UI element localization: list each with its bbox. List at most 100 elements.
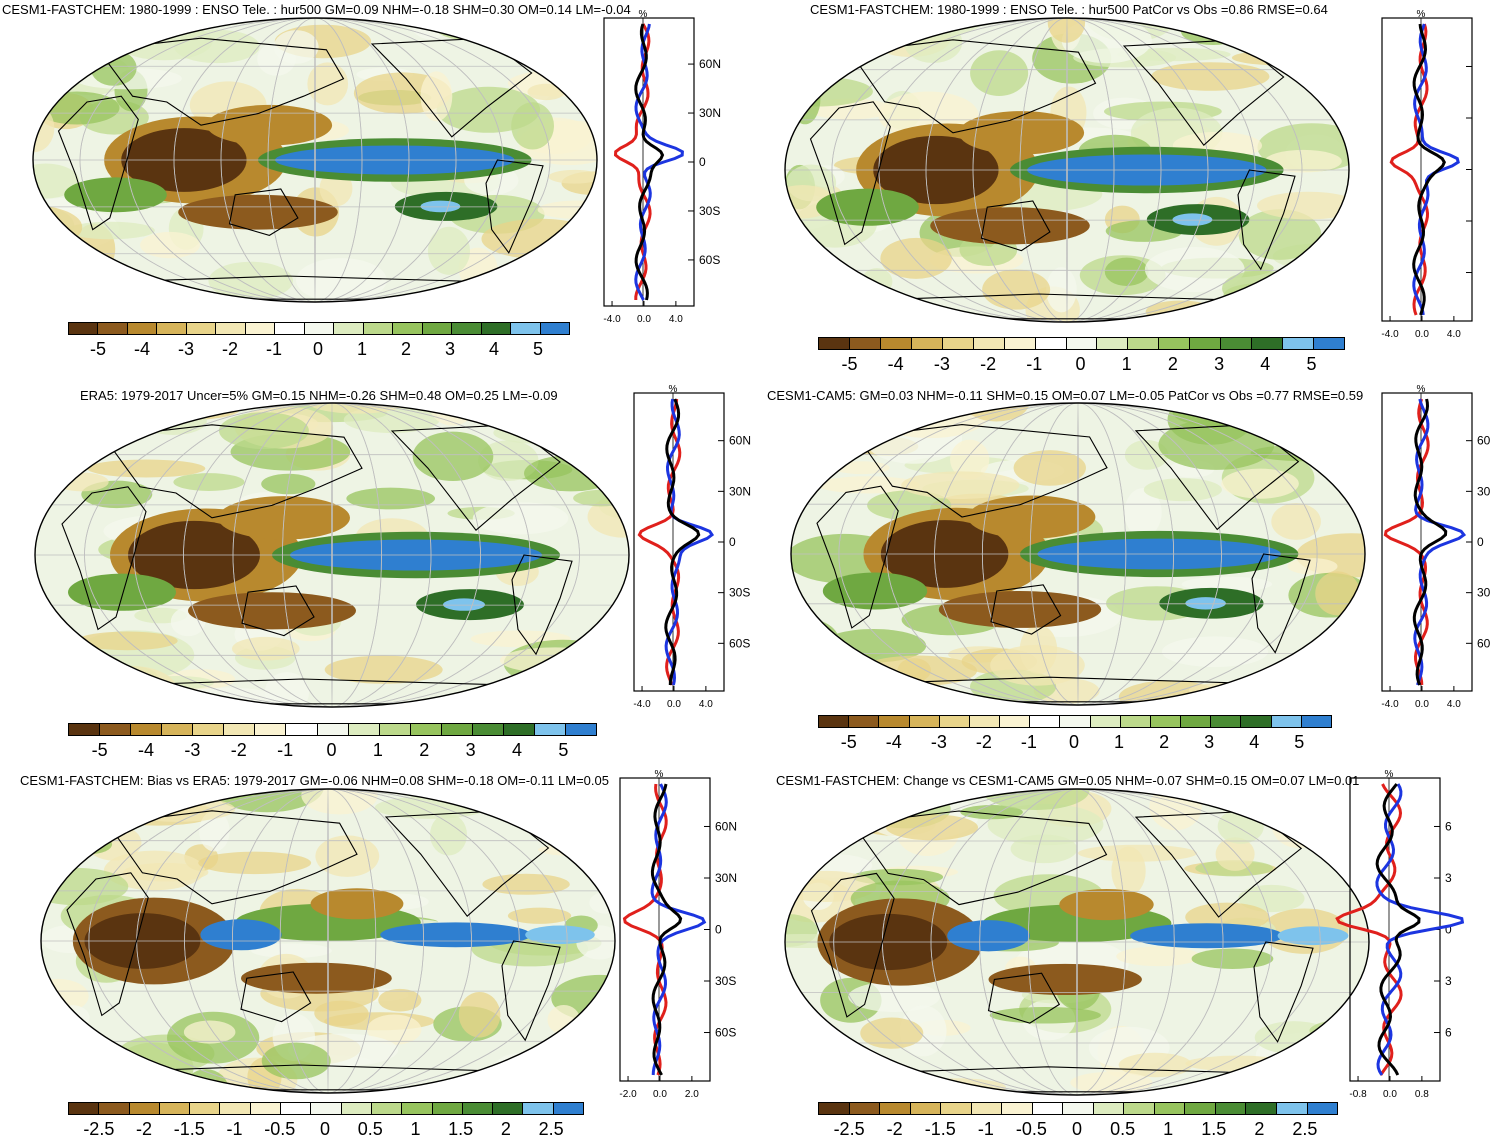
colorbar-swatch — [1093, 1103, 1125, 1114]
colorbar-label: 0.5 — [1110, 1119, 1136, 1139]
profile-curve — [1412, 398, 1448, 686]
y-tick-label: 30S — [715, 974, 736, 988]
profile-curve — [1412, 23, 1460, 316]
colorbar-label: 4 — [488, 339, 500, 359]
colorbar-label: -5 — [89, 339, 107, 359]
anomaly-patch — [443, 598, 485, 611]
anomaly-patch — [366, 1014, 422, 1045]
x-tick-label: 2.0 — [685, 1089, 699, 1100]
map-field — [791, 403, 1365, 705]
anomaly-patch — [1315, 571, 1361, 616]
colorbar-swatch — [910, 1103, 942, 1114]
panel-title: CESM1-FASTCHEM: 1980-1999 : ENSO Tele. :… — [810, 2, 1328, 17]
anomaly-patch — [301, 789, 378, 815]
colorbar-label: -1 — [977, 1119, 994, 1139]
map-field — [785, 789, 1369, 1095]
anomaly-patch — [1319, 403, 1365, 443]
map-outline — [34, 402, 630, 708]
colorbar-label: -1.5 — [924, 1119, 956, 1139]
anomaly-patch — [472, 502, 569, 535]
anomaly-patch — [806, 18, 851, 44]
graticule-line — [1077, 403, 1079, 705]
y-tick-label: 3 — [1445, 871, 1452, 885]
anomaly-patch — [785, 1037, 878, 1079]
anomaly-patch — [789, 73, 821, 125]
colorbar-swatch — [911, 338, 943, 349]
graticule-line — [314, 18, 316, 302]
colorbar-swatch — [1241, 716, 1272, 727]
anomaly-patch — [54, 1005, 90, 1031]
colorbar-swatch — [245, 323, 276, 334]
graticule-line — [1027, 789, 1127, 1095]
x-tick-label: 4.0 — [699, 699, 713, 710]
colorbar-label: 5 — [532, 339, 544, 359]
colorbar-swatch — [819, 338, 850, 349]
anomaly-patch — [315, 835, 380, 877]
colorbar-swatch — [462, 1103, 494, 1114]
anomaly-patch — [64, 177, 167, 213]
graticule-line — [84, 403, 580, 707]
profile-curve — [650, 783, 707, 1076]
y-tick-label: 60 — [1477, 636, 1491, 650]
anomaly-patch — [512, 48, 597, 62]
world-map — [784, 788, 1370, 1096]
profile-curve — [650, 783, 683, 1076]
anomaly-patch — [200, 919, 282, 951]
anomaly-patch — [1221, 468, 1299, 499]
graticule-line — [1029, 403, 1127, 705]
x-tick-label: 0.0 — [637, 314, 651, 325]
anomaly-patch — [61, 41, 100, 74]
colorbar-label: 2 — [1167, 354, 1178, 374]
anomaly-patch — [35, 625, 73, 658]
anomaly-patch — [46, 678, 154, 707]
anomaly-patch — [208, 261, 294, 300]
anomaly-patch — [1172, 213, 1213, 226]
coastline — [816, 485, 899, 629]
profile-curve — [1412, 23, 1446, 316]
colorbar-label: 0 — [1071, 1119, 1083, 1139]
coastline — [501, 940, 561, 1042]
anomaly-patch — [183, 1020, 236, 1044]
graticule-line — [173, 18, 457, 302]
anomaly-patch — [848, 981, 940, 1012]
graticule-line — [279, 789, 377, 1093]
colorbar-label: -1 — [1020, 732, 1037, 752]
anomaly-patch — [1215, 837, 1255, 871]
coastline — [240, 971, 312, 1023]
colorbar-swatch — [220, 1103, 251, 1114]
profile-curve — [1375, 783, 1465, 1076]
anomaly-patch — [990, 644, 1085, 686]
colorbar-label: -1 — [226, 1119, 243, 1139]
profile-curve — [1335, 783, 1403, 1076]
colorbar-swatch — [553, 1103, 584, 1114]
anomaly-patch — [251, 943, 332, 959]
anomaly-patch — [548, 169, 597, 184]
anomaly-patch — [1010, 834, 1078, 864]
colorbar-swatch — [879, 716, 910, 727]
colorbar-swatch — [523, 1103, 554, 1114]
anomaly-patch — [1281, 1071, 1331, 1095]
anomaly-patch — [35, 659, 69, 680]
colorbar-label: 2 — [500, 1119, 511, 1139]
colorbar-swatch — [1276, 1103, 1308, 1114]
colorbar-swatch — [393, 323, 423, 334]
colorbar-swatch — [849, 1103, 881, 1114]
profile-unit: % — [639, 9, 648, 20]
coastline — [809, 101, 891, 246]
colorbar-swatch — [1181, 716, 1212, 727]
anomaly-patch — [880, 237, 952, 279]
anomaly-patch — [495, 268, 589, 281]
map-outline — [40, 788, 616, 1094]
anomaly-patch — [547, 1004, 581, 1035]
colorbar-swatch — [131, 724, 163, 735]
colorbar-swatch — [281, 1103, 312, 1114]
anomaly-patch — [1046, 267, 1077, 313]
colorbar-swatch — [534, 724, 566, 735]
y-tick-label: 3 — [1445, 974, 1452, 988]
graticule-line — [831, 18, 1303, 322]
colorbar-swatch — [1032, 1103, 1064, 1114]
graticule-line — [925, 18, 1209, 322]
graticule-line — [282, 403, 382, 707]
anomaly-patch — [1277, 926, 1349, 946]
anomaly-patch — [573, 489, 629, 507]
